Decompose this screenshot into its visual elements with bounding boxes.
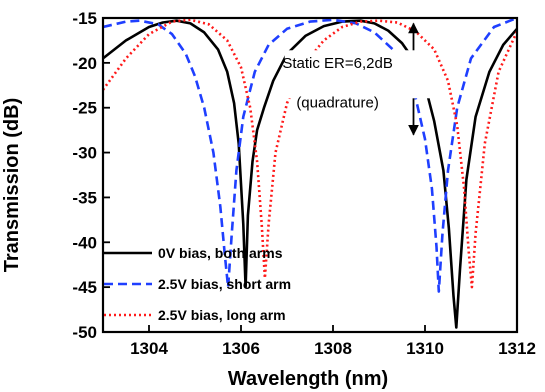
annotation-background [284, 50, 430, 99]
y-tick-label: -25 [72, 99, 97, 118]
x-tick-label: 1304 [130, 339, 168, 358]
x-axis-label: Wavelength (nm) [228, 368, 388, 390]
series-line-1 [103, 19, 517, 329]
x-tick-label: 1310 [406, 339, 444, 358]
legend: 0V bias, both arms 2.5V bias, short arm 2.… [104, 245, 291, 323]
x-tick-label: 1308 [314, 339, 352, 358]
annotation-line-2: (quadrature) [296, 95, 379, 112]
x-tick-label: 1306 [222, 339, 260, 358]
y-tick-label: -40 [72, 233, 97, 252]
y-tick-label: -50 [72, 323, 97, 342]
y-tick-label: -20 [72, 54, 97, 73]
y-tick-label: -35 [72, 188, 97, 207]
legend-label-3: 2.5V bias, long arm [158, 307, 286, 323]
annotation: Static ER=6,2dB (quadrature) [282, 22, 430, 136]
y-tick-label: -30 [72, 144, 97, 163]
series-line-3 [103, 18, 517, 289]
y-tick-label: -15 [72, 9, 97, 28]
axis-ticks: 1304 1306 1308 1310 1312 -15 -20 -25 -30 -35 -40 -4… [72, 9, 535, 358]
y-axis-label: Transmission (dB) [1, 98, 23, 272]
series-curves [103, 18, 517, 329]
plot-frame [101, 16, 519, 334]
series-line-2 [103, 18, 517, 293]
annotation-line-1: Static ER=6,2dB [282, 55, 392, 72]
legend-label-2: 2.5V bias, short arm [158, 276, 291, 292]
y-tick-label: -45 [72, 278, 97, 297]
x-tick-label: 1312 [498, 339, 536, 358]
legend-label-1: 0V bias, both arms [158, 245, 283, 261]
